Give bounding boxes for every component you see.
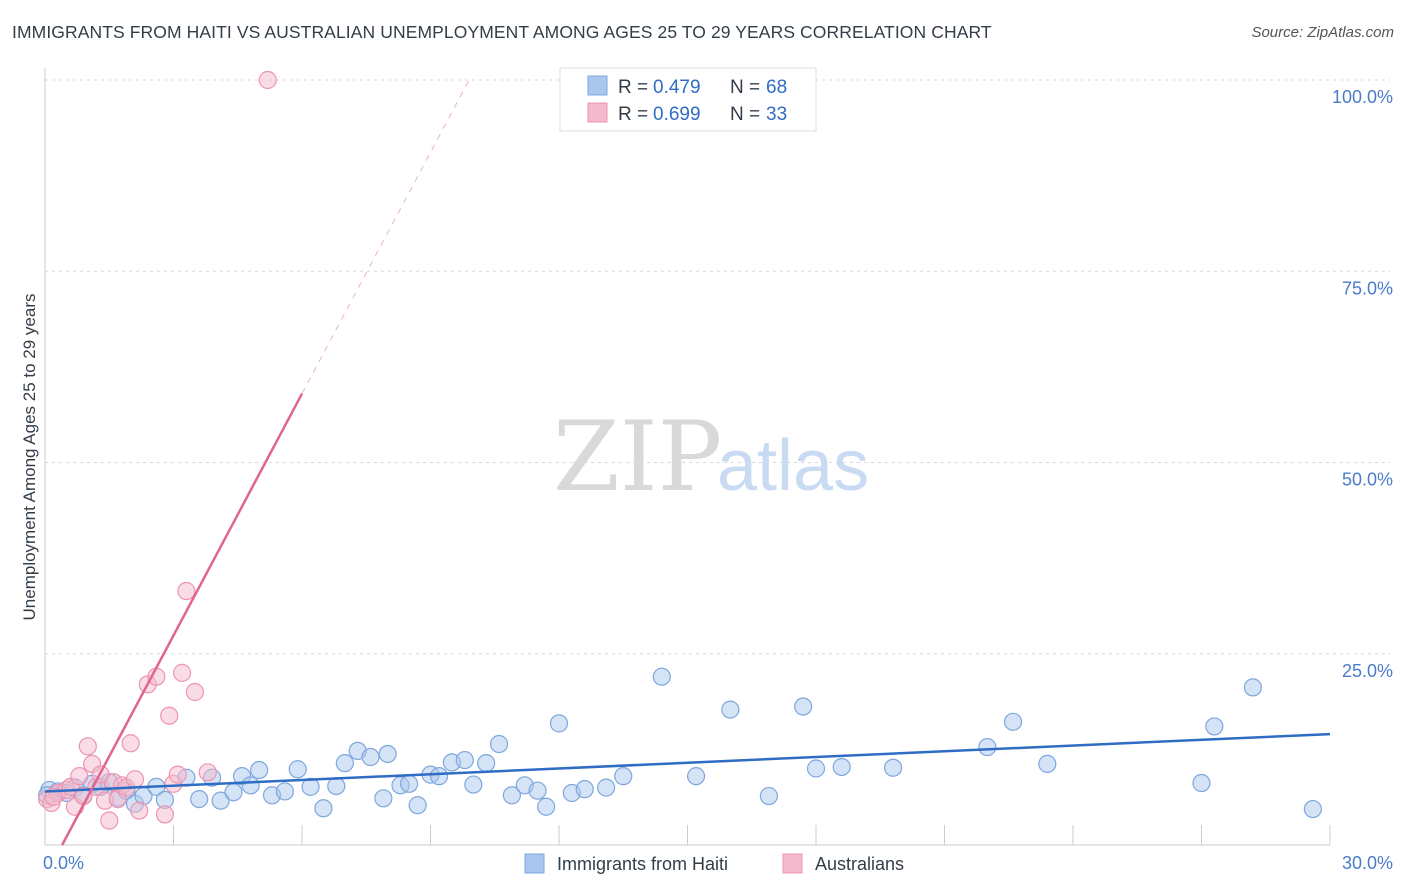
data-point	[1243, 678, 1263, 697]
data-point	[44, 787, 63, 806]
trendlines	[44, 79, 1331, 846]
data-point	[1038, 754, 1057, 774]
data-point	[477, 754, 496, 773]
chart-title: IMMIGRANTS FROM HAITI VS AUSTRALIAN UNEM…	[12, 22, 992, 42]
data-point	[78, 737, 97, 756]
trendline	[44, 732, 1331, 793]
data-point	[759, 786, 778, 806]
bottom-legend: Immigrants from Haiti Australians	[524, 853, 904, 874]
y-tick-label: 50.0%	[1342, 470, 1393, 490]
data-point	[70, 767, 89, 786]
data-point	[168, 765, 187, 784]
data-point	[1003, 712, 1023, 731]
data-point	[327, 776, 346, 796]
y-tick-labels: 100.0% 75.0% 50.0% 25.0%	[1332, 87, 1393, 681]
series-australians	[38, 70, 277, 830]
legend-n-value: 68	[766, 77, 787, 98]
data-point	[250, 760, 269, 780]
legend-swatch-blue	[587, 75, 608, 96]
data-point	[275, 782, 294, 801]
y-tick-label: 75.0%	[1342, 278, 1393, 298]
legend-n-label: N =	[730, 104, 760, 125]
data-point	[258, 70, 277, 90]
data-point	[224, 783, 243, 802]
data-point	[1303, 799, 1322, 819]
data-point	[502, 786, 521, 805]
data-point	[686, 767, 706, 786]
data-point	[335, 754, 354, 773]
trendline	[301, 79, 470, 394]
data-point	[1192, 773, 1211, 793]
data-point	[399, 774, 419, 793]
data-point	[883, 758, 903, 777]
data-point	[100, 811, 119, 830]
grid-lines	[45, 79, 1390, 655]
y-axis-title: Unemployment Among Ages 25 to 29 years	[20, 294, 39, 621]
legend-r-value: 0.479	[653, 77, 701, 98]
bottom-legend-label-haiti: Immigrants from Haiti	[557, 854, 728, 874]
data-point	[721, 700, 740, 719]
y-tick-label: 25.0%	[1342, 661, 1393, 681]
legend-r-label: R =	[618, 104, 648, 125]
data-point	[160, 706, 179, 725]
data-point	[374, 789, 393, 808]
data-point	[211, 791, 230, 810]
legend-swatch-pink	[587, 102, 608, 123]
legend: R = 0.479 N = 68 R = 0.699 N = 33	[559, 67, 817, 132]
data-point	[172, 663, 192, 682]
data-point	[408, 796, 427, 815]
data-point	[125, 770, 145, 789]
data-point	[489, 734, 509, 754]
legend-n-value: 33	[766, 104, 787, 125]
data-point	[575, 780, 594, 799]
data-point	[832, 757, 851, 777]
x-tick-label: 0.0%	[43, 853, 84, 873]
bottom-legend-swatch-blue	[524, 853, 545, 874]
data-point	[794, 697, 813, 716]
bottom-legend-label-australians: Australians	[815, 854, 904, 874]
data-point	[537, 797, 556, 816]
x-tick-label: 30.0%	[1342, 853, 1393, 873]
x-tick-labels: 0.0% 30.0%	[43, 853, 1393, 873]
trendline	[61, 393, 304, 846]
data-point	[121, 734, 140, 753]
watermark-atlas: atlas	[717, 426, 869, 506]
data-point	[978, 737, 997, 757]
data-point	[314, 799, 333, 818]
data-point	[429, 767, 449, 786]
legend-r-label: R =	[618, 77, 648, 98]
watermark-zip: ZIP	[553, 401, 722, 513]
data-point	[597, 778, 616, 797]
data-point	[361, 747, 380, 767]
legend-r-value: 0.699	[653, 104, 701, 125]
data-point	[652, 667, 671, 686]
data-point	[190, 789, 209, 809]
data-point	[806, 759, 826, 778]
bottom-legend-swatch-pink	[782, 853, 803, 874]
x-ticks	[173, 825, 1331, 845]
data-point	[455, 750, 474, 770]
data-point	[185, 682, 205, 702]
data-point	[549, 714, 569, 733]
data-point	[378, 744, 397, 764]
data-point	[130, 801, 149, 820]
data-point	[1205, 717, 1224, 736]
data-point	[464, 775, 483, 794]
data-point	[177, 581, 196, 601]
data-point	[241, 776, 260, 795]
y-tick-label: 100.0%	[1332, 87, 1393, 107]
data-point	[198, 763, 217, 782]
data-point	[288, 760, 307, 779]
data-point	[155, 805, 175, 824]
source-label: Source: ZipAtlas.com	[1251, 24, 1394, 41]
data-point	[528, 781, 547, 800]
legend-n-label: N =	[730, 77, 760, 98]
data-point	[614, 767, 633, 786]
